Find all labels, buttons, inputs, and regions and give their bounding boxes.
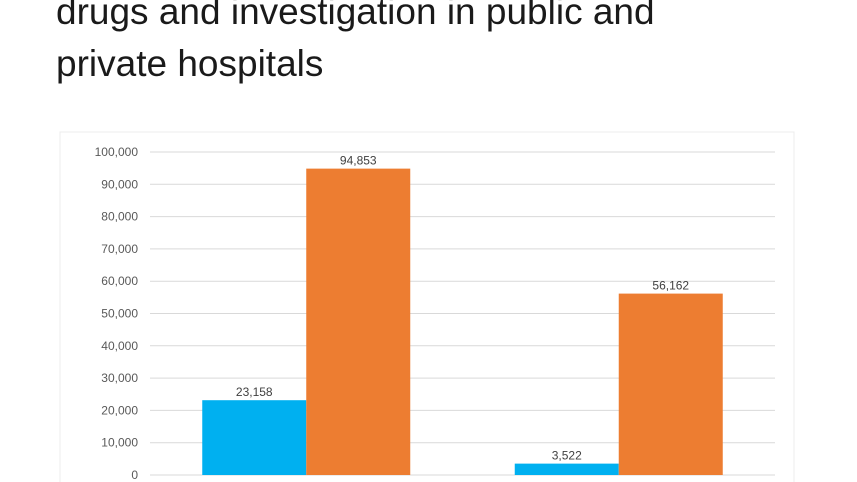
bar xyxy=(618,293,723,475)
y-tick-label: 80,000 xyxy=(101,210,138,224)
y-tick-label: 60,000 xyxy=(101,274,138,288)
chart-bars xyxy=(202,168,723,475)
y-tick-label: 20,000 xyxy=(101,403,138,417)
y-tick-label: 50,000 xyxy=(101,307,138,321)
data-label: 56,162 xyxy=(652,279,689,293)
y-tick-label: 40,000 xyxy=(101,339,138,353)
y-tick-label: 70,000 xyxy=(101,242,138,256)
y-tick-label: 10,000 xyxy=(101,436,138,450)
slide-title-line-1: drugs and investigation in public and xyxy=(56,0,655,32)
y-tick-label: 90,000 xyxy=(101,177,138,191)
data-label: 23,158 xyxy=(236,385,273,399)
chart-data-labels: 23,158 3,522 94,853 56,162 xyxy=(236,154,690,463)
chart-area-border xyxy=(59,131,795,482)
y-tick-label: 100,000 xyxy=(95,145,139,159)
slide-title: drugs and investigation in public and pr… xyxy=(56,0,816,90)
bar xyxy=(514,463,619,475)
data-label: 3,522 xyxy=(552,449,582,463)
y-axis: 0 10,000 20,000 30,000 40,000 50,000 60,000 70,… xyxy=(95,145,139,482)
bar xyxy=(306,168,411,475)
data-label: 94,853 xyxy=(340,154,377,168)
bar xyxy=(202,400,307,475)
slide-title-line-2: private hospitals xyxy=(56,43,324,84)
y-tick-label: 30,000 xyxy=(101,371,138,385)
y-tick-label: 0 xyxy=(131,468,138,482)
